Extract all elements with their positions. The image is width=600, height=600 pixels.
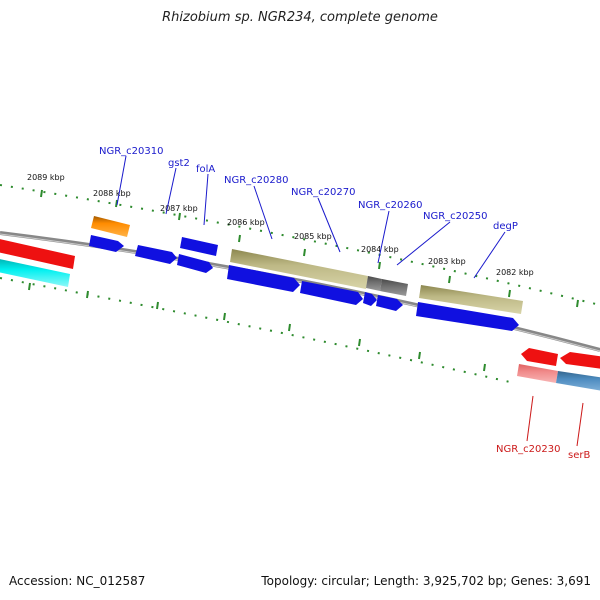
inner-scale-ring [0,277,511,383]
kbp-label: 2083 kbp [428,257,466,266]
inner-major-ticks [28,282,486,372]
gene-label[interactable]: NGR_c20260 [358,200,423,211]
reverse-leader-lines [526,395,584,447]
map-title: Rhizobium sp. NGR234, complete genome [162,10,438,25]
accession-text: Accession: NC_012587 [9,574,146,588]
kbp-label: 2085 kbp [294,232,332,241]
gene-label[interactable]: NGR_c20230 [496,444,561,455]
gene-blue-7[interactable] [376,295,403,311]
kbp-label: 2082 kbp [496,268,534,277]
gene-serB[interactable] [556,371,600,391]
topology-text: Topology: circular; Length: 3,925,702 bp… [261,574,591,588]
gene-blue-3[interactable] [177,254,213,273]
kbp-label: 2086 kbp [227,218,265,227]
genome-backbone [0,231,600,352]
gene-label[interactable]: serB [568,450,590,461]
gene-ngr-c20310[interactable] [91,216,130,237]
gene-label[interactable]: gst2 [168,158,190,169]
gene-label[interactable]: NGR_c20310 [99,146,164,157]
gene-label[interactable]: degP [493,221,518,232]
gene-ngr-c20280[interactable] [230,249,368,289]
gene-label[interactable]: NGR_c20270 [291,187,356,198]
gene-cyan-left[interactable] [0,258,70,287]
kbp-label: 2089 kbp [27,173,65,182]
gene-blue-6[interactable] [363,292,377,306]
gene-blue-4[interactable] [227,265,300,292]
gene-label[interactable]: NGR_c20250 [423,211,488,222]
kbp-label: 2088 kbp [93,189,131,198]
forward-leader-lines [116,155,506,279]
gene-degP[interactable] [419,285,523,314]
gene-red-right-1[interactable] [521,348,558,366]
gene-label[interactable]: NGR_c20280 [224,175,289,186]
genome-backbone-highlight [0,233,600,352]
gene-ngr-c20260[interactable] [380,279,408,296]
gene-blue-5[interactable] [300,281,363,305]
gene-blue-2[interactable] [135,245,177,264]
gene-blue-1[interactable] [89,235,124,252]
gene-ngr-c20260-dark[interactable] [366,276,382,291]
gene-blue-folA[interactable] [180,237,218,256]
kbp-label: 2084 kbp [361,245,399,254]
gene-blue-8[interactable] [416,302,519,331]
gene-label[interactable]: folA [196,164,215,175]
outer-major-ticks [40,189,579,308]
kbp-label: 2087 kbp [160,204,198,213]
gene-red-right-2[interactable] [560,352,600,369]
gene-red-left[interactable] [0,238,75,269]
gene-ngr-c20230[interactable] [517,364,558,383]
